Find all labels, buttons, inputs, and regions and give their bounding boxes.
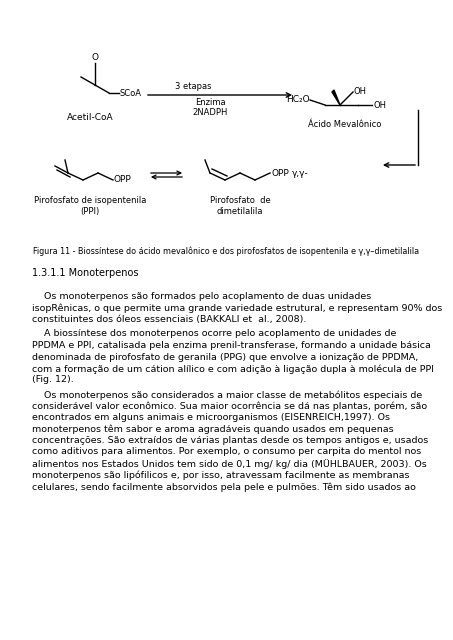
- Text: O: O: [92, 53, 98, 62]
- Text: 3 etapas: 3 etapas: [175, 82, 212, 91]
- Text: como aditivos para alimentos. Por exemplo, o consumo per carpita do mentol nos: como aditivos para alimentos. Por exempl…: [32, 447, 421, 456]
- Text: considerável valor econômico. Sua maior ocorrência se dá nas plantas, porém, são: considerável valor econômico. Sua maior …: [32, 401, 427, 411]
- Polygon shape: [332, 90, 340, 105]
- Text: encontrados em alguns animais e microorganismos (EISENREICH,1997). Os: encontrados em alguns animais e microorg…: [32, 413, 390, 422]
- Text: Ácido Mevalônico: Ácido Mevalônico: [308, 120, 382, 129]
- Text: monoterpenos são lipófilicos e, por isso, atravessam facilmente as membranas: monoterpenos são lipófilicos e, por isso…: [32, 470, 410, 480]
- Text: (Fig. 12).: (Fig. 12).: [32, 376, 74, 385]
- Text: HC₂O: HC₂O: [286, 95, 310, 104]
- Text: A biossíntese dos monoterpenos ocorre pelo acoplamento de unidades de: A biossíntese dos monoterpenos ocorre pe…: [32, 330, 396, 339]
- Text: γ,γ-: γ,γ-: [292, 170, 309, 179]
- Text: celulares, sendo facilmente absorvidos pela pele e pulmões. Têm sido usados ao: celulares, sendo facilmente absorvidos p…: [32, 482, 416, 492]
- Text: Figura 11 - Biossíntese do ácido mevalônico e dos pirofosfatos de isopentenila e: Figura 11 - Biossíntese do ácido mevalôn…: [33, 247, 419, 257]
- Text: com a formação de um cátion alílico e com adição à ligação dupla à molécula de P: com a formação de um cátion alílico e co…: [32, 364, 434, 374]
- Text: OH: OH: [373, 100, 386, 109]
- Text: Acetil-CoA: Acetil-CoA: [67, 113, 113, 122]
- Text: dimetilalila: dimetilalila: [217, 207, 263, 216]
- Text: SCoA: SCoA: [120, 88, 142, 97]
- Text: isopRênicas, o que permite uma grande variedade estrutural, e representam 90% do: isopRênicas, o que permite uma grande va…: [32, 303, 442, 313]
- Text: Os monoterpenos são formados pelo acoplamento de duas unidades: Os monoterpenos são formados pelo acopla…: [32, 292, 371, 301]
- Text: PPDMA e PPI, catalisada pela enzima prenil-transferase, formando a unidade básic: PPDMA e PPI, catalisada pela enzima pren…: [32, 341, 431, 350]
- Text: Enzima
2NADPH: Enzima 2NADPH: [193, 98, 228, 117]
- Text: OH: OH: [354, 86, 367, 95]
- Text: concentrações. São extraídos de várias plantas desde os tempos antigos e, usados: concentrações. São extraídos de várias p…: [32, 436, 428, 445]
- Text: Os monoterpenos são considerados a maior classe de metabólitos especiais de: Os monoterpenos são considerados a maior…: [32, 390, 422, 399]
- Text: monoterpenos têm sabor e aroma agradáveis quando usados em pequenas: monoterpenos têm sabor e aroma agradávei…: [32, 424, 394, 434]
- Text: Pirofosfato  de: Pirofosfato de: [210, 196, 270, 205]
- Text: OPP: OPP: [114, 175, 132, 184]
- Text: (PPI): (PPI): [80, 207, 100, 216]
- Text: OPP: OPP: [271, 170, 289, 179]
- Text: Pirofosfato de isopentenila: Pirofosfato de isopentenila: [34, 196, 146, 205]
- Text: constituintes dos óleos essenciais (BAKKALI et  al., 2008).: constituintes dos óleos essenciais (BAKK…: [32, 315, 306, 324]
- Text: denominada de pirofosfato de geranila (PPG) que envolve a ionização de PPDMA,: denominada de pirofosfato de geranila (P…: [32, 353, 418, 362]
- Text: alimentos nos Estados Unidos tem sido de 0,1 mg/ kg/ dia (MÜHLBAUER, 2003). Os: alimentos nos Estados Unidos tem sido de…: [32, 459, 427, 469]
- Text: 1.3.1.1 Monoterpenos: 1.3.1.1 Monoterpenos: [32, 268, 139, 278]
